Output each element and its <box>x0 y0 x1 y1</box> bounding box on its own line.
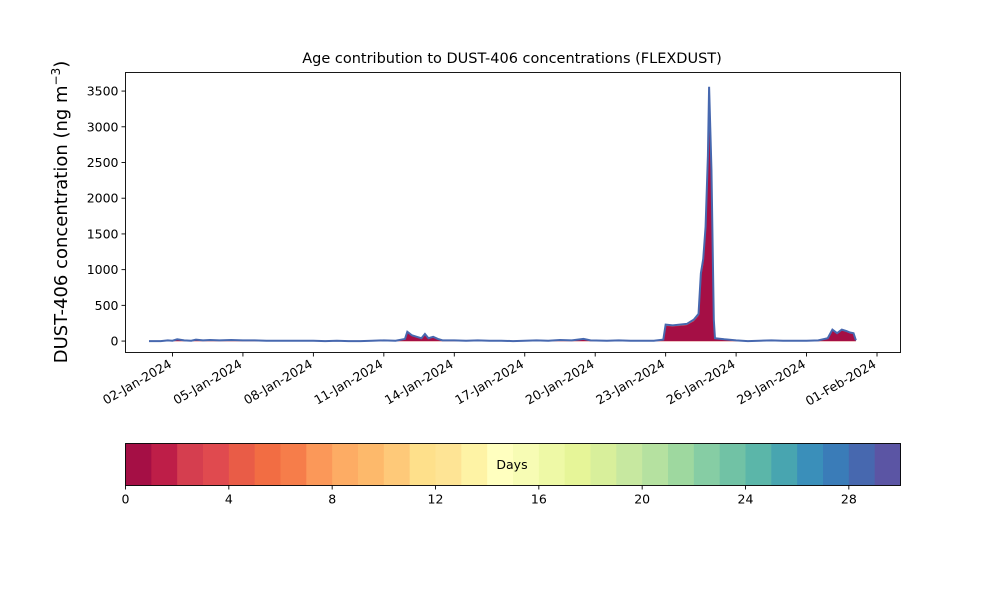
y-tick-label: 3000 <box>87 119 119 134</box>
colorbar-tick-label: 4 <box>225 492 233 507</box>
y-tick-label: 1500 <box>87 226 119 241</box>
colorbar-label: Days <box>496 457 527 472</box>
x-tick-label: 14-Jan-2024 <box>382 356 456 407</box>
colorbar-swatch <box>564 443 591 486</box>
colorbar-swatch <box>487 443 514 486</box>
colorbar-swatch <box>125 443 152 486</box>
colorbar-swatch <box>745 443 772 486</box>
colorbar-swatch <box>668 443 695 486</box>
colorbar-swatch <box>823 443 850 486</box>
y-tick-label: 2500 <box>87 155 119 170</box>
x-axis: 02-Jan-202405-Jan-202408-Jan-202411-Jan-… <box>100 352 879 409</box>
colorbar-tick-label: 20 <box>634 492 650 507</box>
colorbar-swatch <box>280 443 307 486</box>
colorbar-ticks: 0 4 8 12 16 20 24 28 <box>122 485 857 507</box>
y-tick-label: 0 <box>111 334 119 349</box>
colorbar-swatches <box>125 443 901 486</box>
colorbar-swatch <box>848 443 876 486</box>
colorbar-swatch <box>435 443 462 486</box>
colorbar-swatch <box>177 443 204 486</box>
y-tick-label: 1000 <box>87 262 119 277</box>
colorbar-swatch <box>151 443 178 486</box>
colorbar-swatch <box>383 443 411 486</box>
x-tick-label: 26-Jan-2024 <box>664 356 738 407</box>
colorbar-tick-label: 12 <box>428 492 444 507</box>
plot-background <box>125 72 901 353</box>
colorbar-swatch <box>797 443 824 486</box>
colorbar-swatch <box>590 443 617 486</box>
colorbar-swatch <box>306 443 333 486</box>
x-tick-label: 29-Jan-2024 <box>734 356 808 407</box>
colorbar: Days 0 4 8 12 16 20 24 28 <box>122 443 901 507</box>
colorbar-swatch <box>254 443 281 486</box>
y-tick-label: 500 <box>95 298 119 313</box>
colorbar-swatch <box>461 443 488 486</box>
colorbar-swatch <box>616 443 643 486</box>
colorbar-swatch <box>874 443 901 486</box>
colorbar-swatch <box>642 443 669 486</box>
y-axis: 0 500 1000 1500 2000 2500 3000 3500 <box>87 84 126 349</box>
y-tick-label: 2000 <box>87 191 119 206</box>
x-tick-label: 11-Jan-2024 <box>311 356 385 407</box>
x-tick-label: 20-Jan-2024 <box>523 356 597 407</box>
colorbar-tick-label: 24 <box>738 492 754 507</box>
x-tick-label: 02-Jan-2024 <box>100 356 174 407</box>
colorbar-swatch <box>771 443 798 486</box>
colorbar-swatch <box>409 443 436 486</box>
plot-area: 0 500 1000 1500 2000 2500 3000 3500 02-Jan-2024… <box>87 72 901 409</box>
x-tick-label: 17-Jan-2024 <box>452 356 526 407</box>
x-tick-label: 01-Feb-2024 <box>803 356 879 408</box>
chart-title: Age contribution to DUST-406 concentrati… <box>302 51 722 67</box>
colorbar-tick-label: 28 <box>841 492 857 507</box>
colorbar-swatch <box>332 443 359 486</box>
colorbar-tick-label: 0 <box>122 492 130 507</box>
colorbar-swatch <box>203 443 230 486</box>
colorbar-swatch <box>538 443 566 486</box>
plot-frame <box>125 72 901 353</box>
y-axis-label-superscript: −3 <box>49 68 63 86</box>
colorbar-swatch <box>513 443 540 486</box>
colorbar-swatch <box>719 443 746 486</box>
total-concentration-line <box>148 86 857 343</box>
colorbar-swatch <box>228 443 256 486</box>
colorbar-swatch <box>358 443 385 486</box>
colorbar-tick-label: 16 <box>531 492 547 507</box>
y-axis-label-text: DUST-406 concentration (ng m <box>51 85 72 363</box>
concentration-area-layer <box>148 86 857 343</box>
x-tick-label: 08-Jan-2024 <box>241 356 315 407</box>
y-axis-label: DUST-406 concentration (ng m−3) <box>49 61 72 364</box>
colorbar-tick-label: 8 <box>328 492 336 507</box>
x-tick-label: 23-Jan-2024 <box>593 356 667 407</box>
y-axis-label-close: ) <box>51 61 72 68</box>
colorbar-swatch <box>693 443 721 486</box>
colorbar-frame <box>125 443 901 486</box>
y-tick-label: 3500 <box>87 84 119 99</box>
x-tick-label: 05-Jan-2024 <box>170 356 244 407</box>
